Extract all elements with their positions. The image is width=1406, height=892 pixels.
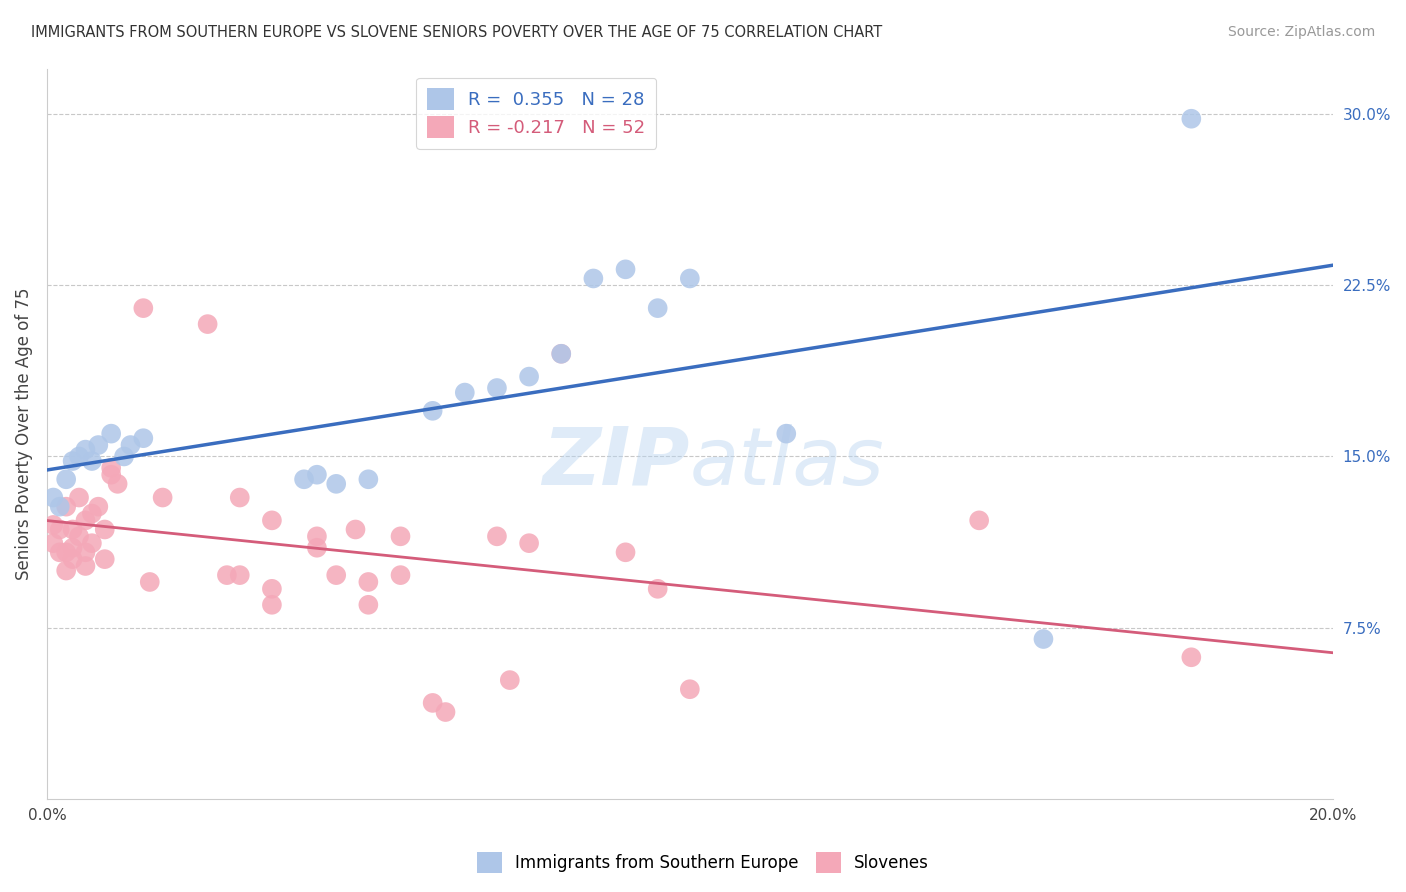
Point <box>550 347 572 361</box>
Point <box>75 513 97 527</box>
Point <box>1032 632 1054 646</box>
Point <box>305 467 328 482</box>
Text: IMMIGRANTS FROM SOUTHERN EUROPE VS SLOVENE SENIORS POVERTY OVER THE AGE OF 75 CO: IMMIGRANTS FROM SOUTHERN EUROPE VS SLOVE… <box>31 25 882 40</box>
Point <box>55 472 77 486</box>
Point <box>679 271 702 285</box>
Point <box>75 442 97 457</box>
Text: ZIP: ZIP <box>543 424 690 502</box>
Point <box>260 513 283 527</box>
Point <box>325 568 347 582</box>
Point <box>614 545 637 559</box>
Legend: Immigrants from Southern Europe, Slovenes: Immigrants from Southern Europe, Slovene… <box>471 846 935 880</box>
Point <box>775 426 797 441</box>
Point <box>582 271 605 285</box>
Point <box>1180 112 1202 126</box>
Point <box>260 598 283 612</box>
Point <box>100 426 122 441</box>
Point <box>94 552 117 566</box>
Point <box>1180 650 1202 665</box>
Point <box>55 564 77 578</box>
Point <box>344 523 367 537</box>
Point <box>614 262 637 277</box>
Point <box>67 529 90 543</box>
Point <box>55 500 77 514</box>
Point <box>48 523 70 537</box>
Point <box>62 552 84 566</box>
Point <box>100 461 122 475</box>
Point <box>517 369 540 384</box>
Point <box>62 541 84 555</box>
Point <box>499 673 522 687</box>
Point <box>325 476 347 491</box>
Point <box>87 438 110 452</box>
Point <box>197 317 219 331</box>
Point <box>260 582 283 596</box>
Point <box>229 568 252 582</box>
Point <box>80 454 103 468</box>
Point <box>80 536 103 550</box>
Point <box>112 450 135 464</box>
Point <box>87 500 110 514</box>
Point <box>75 559 97 574</box>
Point <box>48 500 70 514</box>
Point <box>42 536 65 550</box>
Point <box>75 545 97 559</box>
Point <box>100 467 122 482</box>
Point <box>120 438 142 452</box>
Point <box>67 450 90 464</box>
Point <box>62 454 84 468</box>
Point <box>139 574 162 589</box>
Point <box>80 507 103 521</box>
Point <box>357 574 380 589</box>
Point <box>67 491 90 505</box>
Point <box>679 682 702 697</box>
Point <box>485 381 508 395</box>
Point <box>967 513 990 527</box>
Legend: R =  0.355   N = 28, R = -0.217   N = 52: R = 0.355 N = 28, R = -0.217 N = 52 <box>416 78 657 149</box>
Point <box>485 529 508 543</box>
Point <box>152 491 174 505</box>
Y-axis label: Seniors Poverty Over the Age of 75: Seniors Poverty Over the Age of 75 <box>15 287 32 580</box>
Point <box>357 598 380 612</box>
Point <box>55 545 77 559</box>
Text: Source: ZipAtlas.com: Source: ZipAtlas.com <box>1227 25 1375 39</box>
Point <box>94 523 117 537</box>
Point <box>215 568 238 582</box>
Point <box>454 385 477 400</box>
Point <box>647 301 669 315</box>
Point <box>48 545 70 559</box>
Point <box>422 404 444 418</box>
Point <box>517 536 540 550</box>
Point <box>42 517 65 532</box>
Point <box>305 541 328 555</box>
Point <box>550 347 572 361</box>
Point <box>305 529 328 543</box>
Point <box>434 705 457 719</box>
Point <box>62 523 84 537</box>
Point <box>292 472 315 486</box>
Point <box>132 431 155 445</box>
Point <box>132 301 155 315</box>
Point <box>229 491 252 505</box>
Point <box>389 568 412 582</box>
Point <box>389 529 412 543</box>
Point <box>647 582 669 596</box>
Point <box>422 696 444 710</box>
Point <box>357 472 380 486</box>
Point <box>107 476 129 491</box>
Text: atlas: atlas <box>690 424 884 502</box>
Point <box>42 491 65 505</box>
